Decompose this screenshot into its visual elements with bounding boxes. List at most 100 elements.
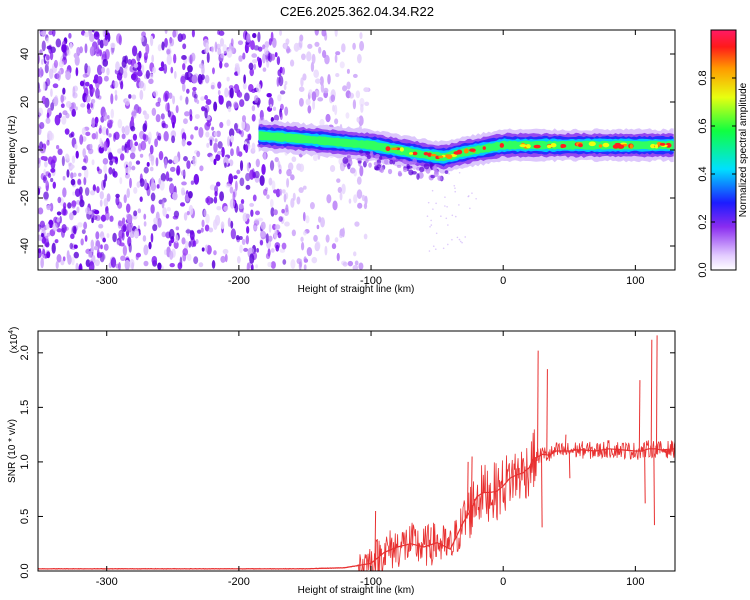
noise-speck [96,252,103,259]
noise-speck [217,89,221,96]
noise-speck [40,31,46,36]
noise-speck [116,239,120,246]
noise-speck [363,87,370,93]
noise-speck [51,30,56,37]
noise-speck [89,84,94,90]
spectrogram-xtick-label: 100 [626,275,644,287]
ridge-scatter [446,243,449,246]
noise-speck [279,30,283,36]
noise-speck [197,73,203,85]
noise-speck [262,67,267,72]
noise-speck [208,227,214,233]
noise-speck [50,159,56,169]
noise-speck [249,68,254,77]
noise-speck [152,66,156,74]
noise-speck [72,210,77,216]
noise-speck [307,43,313,49]
ridge-scatter [464,236,467,238]
noise-speck [96,166,100,172]
noise-speck [91,98,96,104]
snr-spike [644,450,646,504]
noise-speck [53,59,59,69]
noise-speck [193,256,199,265]
noise-speck [253,63,257,70]
noise-speck [38,207,44,215]
ridge-hotspot [659,142,666,146]
noise-speck [279,248,286,253]
noise-speck [262,53,266,64]
noise-speck [114,94,118,101]
noise-speck [227,136,230,147]
noise-speck [235,235,240,241]
noise-speck [181,55,187,60]
spectrogram-xlabel: Height of straight line (km) [298,284,415,295]
noise-speck [161,41,165,51]
noise-speck [95,48,101,57]
noise-speck [311,91,317,102]
noise-speck [284,221,290,227]
noise-speck [106,193,111,202]
noise-speck [140,140,147,151]
noise-speck [167,177,173,182]
noise-speck [148,78,154,85]
noise-speck [75,262,79,270]
noise-speck [279,111,283,121]
noise-speck [71,155,76,164]
noise-speck [62,110,68,116]
colorbar: 0.0 0.2 0.4 0.6 0.8 Normalized spectral ampl… [697,29,749,278]
noise-speck [334,104,338,116]
noise-speck [48,68,54,80]
noise-speck [217,81,222,89]
noise-speck [171,135,176,144]
noise-speck [245,235,250,245]
noise-speck [60,103,65,109]
noise-speck [87,108,92,114]
noise-speck [204,94,209,101]
noise-speck [152,224,158,232]
noise-speck [56,211,62,216]
noise-speck [239,244,243,254]
noise-speck [166,48,171,55]
noise-speck [230,220,234,229]
noise-speck [307,105,312,114]
noise-speck [70,233,75,240]
ridge-tail [368,162,372,168]
noise-speck [183,212,188,221]
noise-speck [186,141,192,146]
ridge-tail [347,163,351,170]
noise-speck [220,255,226,263]
noise-speck [256,83,262,94]
noise-speck [103,141,108,152]
noise-speck [291,229,296,237]
noise-speck [47,172,52,178]
noise-speck [225,183,232,188]
noise-speck [57,196,62,204]
noise-speck [361,194,366,202]
ridge-tail [403,167,408,173]
snr-ytick-label: 1.5 [19,400,31,415]
noise-speck [363,233,368,240]
noise-speck [133,210,138,217]
noise-speck [205,213,210,224]
noise-speck [158,178,162,186]
noise-speck [151,107,157,117]
noise-speck [356,189,363,199]
noise-speck [242,52,246,60]
noise-speck [291,156,297,163]
noise-speck [120,81,124,90]
noise-speck [217,141,223,149]
noise-speck [137,208,142,214]
noise-speck [255,264,258,269]
noise-speck [38,107,44,117]
noise-speck [290,198,295,208]
noise-speck [119,177,123,185]
noise-speck [65,101,72,108]
noise-speck [204,122,211,131]
noise-speck [109,215,114,222]
noise-speck [109,160,114,166]
noise-speck [97,75,103,85]
noise-speck [54,114,61,126]
noise-speck [143,178,148,190]
noise-speck [98,146,105,154]
snr-line [38,448,675,570]
